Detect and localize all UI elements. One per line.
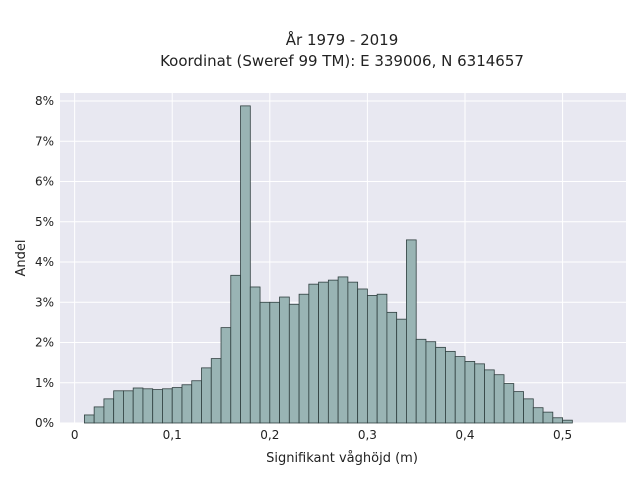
histogram-bar (123, 390, 134, 424)
y-axis-label: Andel (14, 240, 29, 277)
histogram-bar (113, 390, 124, 424)
histogram-bar (132, 387, 144, 424)
histogram-bar (562, 419, 573, 424)
histogram-bar (357, 288, 368, 424)
histogram-bar (406, 239, 417, 424)
histogram-bar (318, 281, 329, 424)
y-tick-label: 4% (35, 255, 54, 269)
histogram-bar (484, 369, 495, 424)
y-tick-label: 7% (35, 134, 54, 148)
histogram-bar (435, 346, 446, 424)
histogram-bar (259, 301, 271, 424)
histogram-bar (240, 105, 251, 424)
y-tick-label: 6% (35, 175, 54, 189)
histogram-bar (162, 388, 173, 424)
histogram-bar (152, 389, 163, 424)
y-tick-label: 0% (35, 416, 54, 430)
x-tick-label: 0,3 (358, 428, 377, 442)
histogram-bar (347, 281, 359, 424)
histogram-bar (513, 391, 524, 424)
x-tick-label: 0,5 (553, 428, 572, 442)
histogram-bar (83, 414, 95, 424)
y-axis-ticks: 0% 1% 2% 3% 4% 5% 6% 7% 8% (35, 94, 54, 430)
histogram-bar (366, 295, 378, 424)
histogram-bar (230, 274, 241, 424)
x-axis-label: Signifikant våghöjd (m) (266, 451, 418, 466)
histogram-bar (210, 358, 222, 424)
x-axis-ticks: 0 0,1 0,2 0,3 0,4 0,5 (71, 428, 572, 442)
histogram-bar (142, 388, 154, 424)
histogram-bar (308, 283, 320, 424)
histogram-bar (493, 374, 505, 424)
histogram-bar (396, 318, 407, 424)
histogram-bar (415, 338, 427, 424)
histogram-bar (103, 398, 115, 424)
histogram-bar (249, 286, 261, 424)
y-tick-label: 5% (35, 215, 54, 229)
histogram-bar (532, 407, 544, 424)
y-tick-label: 2% (35, 336, 54, 350)
histogram-bar (552, 417, 563, 424)
y-tick-label: 3% (35, 295, 54, 309)
histogram-bar (171, 387, 183, 424)
histogram-bar (220, 327, 232, 424)
x-tick-label: 0,2 (260, 428, 279, 442)
chart-subtitle: Koordinat (Sweref 99 TM): E 339006, N 63… (160, 52, 524, 70)
x-tick-label: 0,1 (163, 428, 182, 442)
bars (83, 105, 573, 424)
histogram-bar (201, 367, 212, 424)
histogram-bar (386, 311, 398, 424)
histogram-bar (542, 411, 554, 424)
histogram-bar (93, 406, 105, 424)
histogram-bar (474, 363, 485, 424)
histogram-bar (269, 301, 280, 424)
histogram-bar (298, 293, 310, 424)
histogram-bar (503, 383, 515, 424)
histogram-bar (337, 276, 349, 424)
histogram-bar (464, 361, 476, 424)
x-tick-label: 0,4 (455, 428, 474, 442)
histogram-bar (327, 279, 339, 424)
chart-title: År 1979 - 2019 (286, 30, 399, 49)
histogram-bar (279, 296, 290, 424)
y-tick-label: 8% (35, 94, 54, 108)
histogram-bar (523, 398, 534, 424)
histogram-bar (191, 380, 202, 424)
histogram-bar (445, 350, 456, 424)
histogram-bar (425, 341, 437, 424)
histogram-bar (181, 384, 193, 424)
histogram-bar (288, 303, 300, 424)
histogram-bar (376, 293, 388, 424)
x-tick-label: 0 (71, 428, 79, 442)
y-tick-label: 1% (35, 376, 54, 390)
histogram-bar (454, 356, 466, 424)
